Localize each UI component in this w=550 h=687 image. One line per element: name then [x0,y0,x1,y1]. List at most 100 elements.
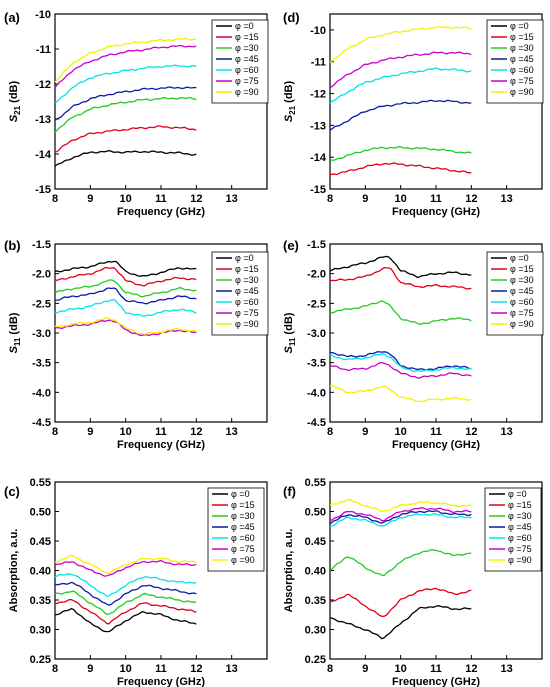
legend-label: φ =30 [231,511,255,521]
legend-label: φ =90 [235,319,259,329]
legend-box [486,251,544,336]
y-tick-label: -11 [311,57,326,69]
legend-label: φ =75 [510,76,534,86]
x-tick-label: 10 [395,193,407,205]
x-tick-label: 11 [430,193,442,205]
series-line [54,86,197,121]
y-tick-label: -10 [310,25,326,37]
x-tick-label: 9 [87,193,93,205]
y-axis-label: S21 (dB) [283,81,297,123]
x-axis-label: Frequency (GHz) [392,439,480,451]
y-tick-label: 0.40 [30,566,51,578]
series-line [54,149,197,167]
x-tick-label: 9 [362,426,368,438]
y-tick-label: 0.35 [30,595,51,607]
legend-label: φ =75 [235,308,259,318]
x-tick-label: 12 [465,663,477,675]
series-line [329,385,472,403]
series-line [329,25,472,63]
x-tick-label: 10 [120,663,132,675]
legend-label: φ =60 [510,65,534,75]
y-tick-label: -15 [35,184,51,196]
y-tick-label: 0.45 [30,536,51,548]
series-line [329,162,472,176]
panel-letter: (d) [283,10,300,25]
x-axis-label: Frequency (GHz) [117,206,205,218]
x-tick-label: 13 [501,663,513,675]
legend-label: φ =60 [508,533,532,543]
y-tick-label: -14 [35,149,52,161]
legend-label: φ =30 [508,511,532,521]
x-tick-label: 12 [190,663,202,675]
legend-label: φ =60 [510,297,534,307]
x-tick-label: 8 [327,426,333,438]
legend-label: φ =30 [510,43,534,53]
x-tick-label: 8 [327,193,333,205]
legend-label: φ =90 [231,555,255,565]
series-line [54,573,197,597]
y-tick-label: -2.5 [307,298,326,310]
legend-label: φ =0 [510,21,529,31]
legend-label: φ =0 [235,253,254,263]
x-tick-label: 11 [155,426,167,438]
y-tick-label: 0.40 [305,566,326,578]
x-axis-label: Frequency (GHz) [117,439,205,451]
legend-label: φ =75 [235,76,259,86]
legend-label: φ =75 [508,544,532,554]
y-tick-label: -13 [35,114,51,126]
legend-label: φ =30 [235,43,259,53]
y-tick-label: -3.5 [32,358,51,370]
legend-label: φ =0 [231,489,250,499]
legend-label: φ =45 [510,54,534,64]
legend-label: φ =15 [510,32,534,42]
panel-letter: (a) [4,10,20,25]
series-line [329,605,472,640]
x-tick-label: 12 [465,193,477,205]
y-tick-label: -4.5 [32,417,51,429]
series-line [54,554,197,575]
panel-letter: (f) [283,484,296,499]
y-tick-label: -12 [35,79,51,91]
chart-panel: 8 9 10 11 12 13 -4.5 -4.0 -3.5 -3.0 -2.5 -2.0 -1.5 Fr… [4,238,269,451]
legend-label: φ =45 [235,286,259,296]
x-tick-label: 10 [395,426,407,438]
y-tick-label: 0.50 [30,507,51,519]
y-tick-label: 0.35 [305,595,326,607]
series-line [329,513,472,527]
legend-label: φ =90 [508,555,532,565]
x-tick-label: 11 [430,663,442,675]
x-axis-label: Frequency (GHz) [392,676,480,687]
series-line [54,37,197,83]
y-axis-label: S11 (dB) [283,312,297,353]
legend-label: φ =15 [510,264,534,274]
y-tick-label: -11 [36,44,51,56]
series-line [329,498,472,512]
y-tick-label: -13 [310,120,326,132]
y-axis-label: S21 (dB) [8,81,22,123]
legend-label: φ =30 [235,275,259,285]
x-tick-label: 8 [52,663,58,675]
x-tick-label: 8 [52,426,58,438]
legend-label: φ =60 [235,297,259,307]
legend-label: φ =75 [510,308,534,318]
y-tick-label: -2.0 [32,269,51,281]
y-tick-label: 0.30 [30,625,51,637]
legend-label: φ =30 [510,275,534,285]
series-line [54,590,197,616]
y-tick-label: 0.45 [305,536,326,548]
legend-label: φ =0 [235,21,254,31]
series-line [329,67,472,104]
y-tick-label: 0.25 [30,654,51,666]
chart-panel: 8 9 10 11 12 13 0.25 0.30 0.35 0.40 0.45 0.50 0.55 Fr… [283,477,543,687]
legend-label: φ =15 [231,500,255,510]
x-tick-label: 8 [327,663,333,675]
series-line [54,607,197,633]
y-tick-label: 0.50 [305,507,326,519]
panel-letter: (e) [283,238,299,253]
x-tick-label: 12 [190,193,202,205]
x-tick-label: 13 [226,663,238,675]
x-tick-label: 10 [395,663,407,675]
series-line [329,510,472,525]
x-tick-label: 13 [501,193,513,205]
legend-label: φ =15 [235,264,259,274]
